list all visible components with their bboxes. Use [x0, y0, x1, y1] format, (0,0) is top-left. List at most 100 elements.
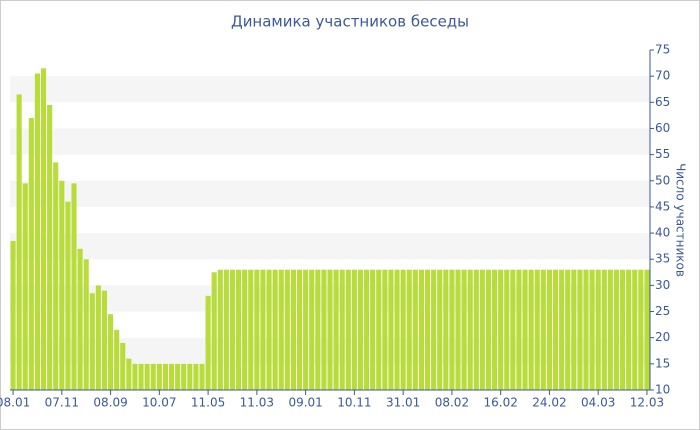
bar [187, 363, 193, 390]
bar [132, 363, 138, 390]
bar [534, 269, 540, 390]
x-tick-label: 31.01 [386, 396, 420, 410]
bar [65, 201, 71, 390]
y-tick-label: 55 [655, 147, 670, 161]
bar [309, 269, 315, 390]
bar [595, 269, 601, 390]
x-tick-label: 11.05 [191, 396, 225, 410]
bar [571, 269, 577, 390]
bar [199, 363, 205, 390]
bar [77, 248, 83, 390]
bar [126, 358, 132, 390]
y-tick-label: 75 [655, 43, 670, 57]
bar [53, 162, 59, 390]
bar [156, 363, 162, 390]
y-tick-label: 65 [655, 95, 670, 109]
bar [473, 269, 479, 390]
bar [40, 68, 47, 391]
bar [89, 293, 95, 390]
bar [357, 269, 364, 390]
grid-band [10, 128, 650, 155]
bar [83, 259, 89, 390]
y-axis-label: Число участников [674, 163, 688, 277]
bar [467, 269, 473, 390]
bar [138, 363, 144, 390]
y-tick-label: 60 [655, 121, 670, 135]
bar [412, 269, 418, 390]
grid-band [10, 233, 650, 260]
x-tick-label: 04.03 [581, 396, 615, 410]
bar [400, 269, 406, 390]
bar [388, 269, 394, 390]
bar [34, 73, 40, 391]
x-tick-label: 12.03 [630, 396, 664, 410]
bar [284, 269, 290, 390]
y-tick-label: 40 [655, 226, 670, 240]
y-tick-label: 50 [655, 173, 670, 187]
bar [229, 269, 236, 390]
bar [559, 269, 565, 390]
bar [364, 269, 370, 390]
bar [613, 269, 620, 390]
bar [321, 269, 327, 390]
bar [211, 272, 217, 390]
bar [516, 269, 522, 390]
bar [620, 269, 626, 390]
bar [168, 363, 175, 390]
x-tick-label: 07.11 [45, 396, 79, 410]
bar [607, 269, 613, 390]
bar [461, 269, 467, 390]
bar [303, 269, 309, 390]
bar [479, 269, 485, 390]
bar [28, 118, 34, 390]
bar [498, 269, 504, 390]
x-tick-label: 10.07 [142, 396, 176, 410]
bar [248, 269, 254, 390]
x-tick-label: 08.02 [435, 396, 469, 410]
bar [565, 269, 571, 390]
bar [144, 363, 150, 390]
bar [345, 269, 351, 390]
bar [217, 269, 223, 390]
bar [59, 180, 65, 390]
bar [254, 269, 260, 390]
grid-band [10, 180, 650, 207]
x-tick-label: 11.03 [240, 396, 274, 410]
bar [370, 269, 376, 390]
bar [449, 269, 455, 390]
bar [522, 269, 528, 390]
bar [223, 269, 229, 390]
bar [376, 269, 382, 390]
y-tick-label: 10 [655, 383, 670, 397]
bar [424, 269, 431, 390]
bar [162, 363, 168, 390]
y-tick-label: 35 [655, 252, 670, 266]
bar [431, 269, 437, 390]
bar [266, 269, 272, 390]
bar [108, 314, 114, 390]
bar [327, 269, 333, 390]
x-tick-label: 10.11 [337, 396, 371, 410]
bar [406, 269, 412, 390]
bar [546, 269, 552, 390]
bar [315, 269, 321, 390]
bar [589, 269, 595, 390]
x-tick-label: 08.01 [0, 396, 30, 410]
bar [290, 269, 296, 390]
bar [552, 269, 559, 390]
bar [272, 269, 278, 390]
bar [437, 269, 443, 390]
bar [632, 269, 638, 390]
bar [114, 329, 120, 390]
bar [150, 363, 156, 390]
bar [492, 269, 498, 390]
bar [443, 269, 449, 390]
bar [120, 342, 126, 390]
bar [485, 269, 492, 390]
bar [455, 269, 461, 390]
bar [101, 290, 108, 390]
bar [382, 269, 388, 390]
bar [583, 269, 589, 390]
